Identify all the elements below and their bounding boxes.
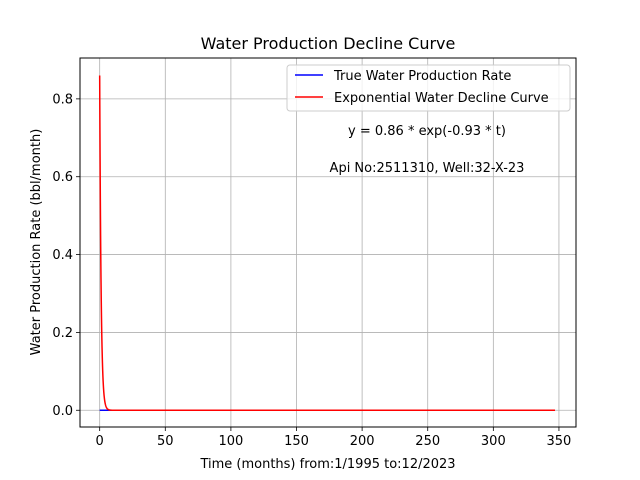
y-tick-label: 0.0 [52, 404, 73, 419]
x-tick-label: 50 [157, 434, 174, 449]
x-axis-label: Time (months) from:1/1995 to:12/2023 [199, 457, 455, 472]
x-tick-label: 150 [284, 434, 309, 449]
y-axis-label: Water Production Rate (bbl/month) [29, 129, 44, 356]
legend-label-true-rate: True Water Production Rate [333, 69, 511, 84]
x-tick-label: 250 [415, 434, 440, 449]
series-layer [98, 75, 556, 412]
chart-title: Water Production Decline Curve [201, 34, 456, 53]
y-tick-label: 0.4 [52, 248, 73, 263]
legend: True Water Production Rate Exponential W… [286, 64, 571, 112]
y-axis-ticks: 0.0 0.2 0.4 0.6 0.8 [52, 92, 80, 419]
y-tick-label: 0.8 [52, 92, 73, 107]
x-tick-label: 100 [218, 434, 243, 449]
legend-box [286, 64, 571, 112]
y-tick-label: 0.6 [52, 170, 73, 185]
x-tick-label: 350 [547, 434, 572, 449]
x-axis-ticks: 0 50 100 150 200 250 300 350 [96, 427, 572, 449]
y-tick-label: 0.2 [52, 326, 73, 341]
x-tick-label: 300 [481, 434, 506, 449]
equation-annotation: y = 0.86 * exp(-0.93 * t) [348, 124, 506, 139]
plot-frame [79, 57, 577, 428]
well-annotation: Api No:2511310, Well:32-X-23 [330, 161, 525, 176]
x-tick-label: 200 [350, 434, 375, 449]
x-tick-label: 0 [96, 434, 104, 449]
series-line-decline-curve [98, 75, 556, 412]
legend-label-decline-curve: Exponential Water Decline Curve [334, 91, 549, 106]
